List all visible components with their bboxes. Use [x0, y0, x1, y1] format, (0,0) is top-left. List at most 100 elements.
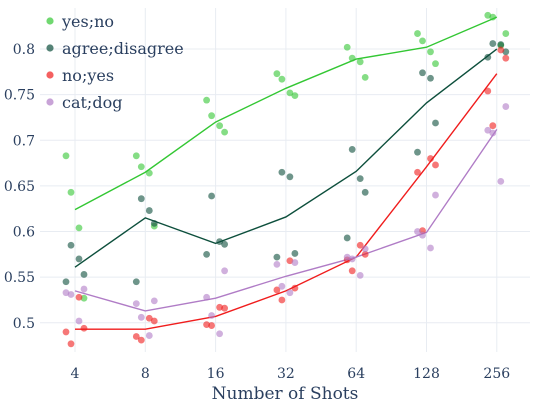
data-point-yes-no	[489, 13, 497, 21]
data-point-agree-disagree	[286, 173, 294, 181]
data-point-cat-dog	[216, 330, 224, 338]
data-point-no-yes	[145, 314, 153, 322]
data-point-agree-disagree	[419, 69, 426, 77]
series-lines	[74, 16, 498, 330]
series-points	[62, 11, 510, 348]
data-point-agree-disagree	[150, 219, 158, 227]
data-point-no-yes	[67, 340, 75, 348]
data-point-cat-dog	[419, 231, 426, 239]
data-point-cat-dog	[273, 261, 281, 268]
y-tick-label: 0.7	[13, 133, 35, 149]
data-point-no-yes	[502, 54, 510, 62]
data-point-agree-disagree	[427, 74, 434, 82]
data-point-cat-dog	[137, 313, 145, 321]
data-point-cat-dog	[356, 271, 364, 279]
x-tick-label: 32	[277, 366, 295, 382]
data-point-no-yes	[221, 304, 229, 312]
data-point-yes-no	[432, 60, 439, 68]
data-point-yes-no	[361, 73, 369, 81]
legend-label-yes-no: yes;no	[61, 12, 114, 31]
data-point-no-yes	[75, 293, 83, 301]
x-tick-label: 128	[413, 366, 440, 382]
data-point-yes-no	[278, 75, 286, 83]
data-point-no-yes	[497, 46, 505, 54]
data-point-agree-disagree	[203, 250, 211, 258]
data-point-agree-disagree	[221, 240, 229, 248]
data-point-yes-no	[75, 224, 83, 232]
data-point-cat-dog	[361, 245, 369, 253]
data-point-yes-no	[137, 163, 145, 171]
x-axis-ticks: 4 8 16 32 64 128 256	[71, 366, 511, 382]
y-tick-label: 0.65	[4, 179, 35, 195]
grid	[40, 8, 530, 352]
data-point-cat-dog	[67, 291, 75, 298]
series-line-agree-disagree	[74, 48, 498, 268]
data-point-cat-dog	[502, 103, 510, 110]
data-point-cat-dog	[432, 191, 439, 199]
x-axis-title: Number of Shots	[212, 384, 359, 404]
x-tick-label: 8	[141, 366, 150, 382]
data-point-yes-no	[286, 89, 294, 97]
data-point-agree-disagree	[75, 255, 83, 263]
data-point-no-yes	[150, 317, 158, 325]
data-point-cat-dog	[489, 129, 497, 137]
y-tick-label: 0.8	[13, 42, 35, 58]
series-line-yes-no	[74, 16, 498, 211]
data-point-cat-dog	[427, 244, 434, 252]
data-point-yes-no	[356, 58, 364, 66]
data-point-cat-dog	[484, 126, 492, 134]
data-point-yes-no	[343, 43, 351, 51]
data-point-agree-disagree	[80, 271, 88, 278]
x-tick-label: 64	[347, 366, 365, 382]
data-point-no-yes	[361, 250, 369, 258]
legend: yes;no agree;disagree no;yes cat;dog	[46, 12, 184, 112]
y-tick-label: 0.75	[4, 88, 35, 104]
data-point-no-yes	[278, 296, 286, 304]
data-point-yes-no	[208, 112, 216, 120]
data-point-agree-disagree	[216, 238, 224, 245]
legend-label-cat-dog: cat;dog	[62, 93, 122, 112]
data-point-agree-disagree	[62, 278, 70, 286]
data-point-yes-no	[67, 188, 75, 196]
legend-label-agree-disagree: agree;disagree	[62, 39, 184, 58]
data-point-cat-dog	[286, 289, 294, 297]
data-point-no-yes	[432, 161, 439, 169]
data-point-no-yes	[348, 267, 356, 275]
data-point-agree-disagree	[361, 188, 369, 196]
x-tick-label: 256	[483, 366, 510, 382]
data-point-yes-no	[502, 30, 510, 37]
data-point-no-yes	[132, 333, 140, 340]
data-point-agree-disagree	[145, 207, 153, 214]
data-point-no-yes	[62, 328, 70, 336]
data-point-cat-dog	[75, 317, 83, 325]
data-point-no-yes	[291, 284, 299, 292]
data-point-cat-dog	[145, 332, 153, 339]
legend-marker-cat-dog	[46, 98, 54, 106]
data-point-cat-dog	[80, 285, 88, 293]
data-point-agree-disagree	[497, 41, 505, 48]
legend-marker-no-yes	[46, 71, 54, 79]
data-point-no-yes	[208, 322, 216, 329]
data-point-yes-no	[427, 48, 434, 56]
data-point-no-yes	[414, 168, 421, 176]
data-point-yes-no	[62, 152, 70, 160]
data-point-no-yes	[273, 286, 281, 294]
data-point-agree-disagree	[484, 53, 492, 61]
data-point-agree-disagree	[432, 119, 439, 127]
data-point-agree-disagree	[356, 175, 364, 183]
data-point-agree-disagree	[137, 195, 145, 203]
data-point-no-yes	[137, 336, 145, 344]
data-point-yes-no	[216, 122, 224, 130]
data-point-agree-disagree	[273, 253, 281, 261]
series-line-cat-dog	[74, 128, 498, 312]
data-point-cat-dog	[150, 297, 158, 305]
data-point-cat-dog	[132, 300, 140, 308]
y-axis-ticks: 0.5 0.55 0.6 0.65 0.7 0.75 0.8	[4, 42, 35, 332]
data-point-agree-disagree	[343, 234, 351, 242]
data-point-yes-no	[132, 152, 140, 160]
data-point-yes-no	[419, 37, 426, 45]
data-point-agree-disagree	[489, 40, 497, 47]
data-point-yes-no	[145, 169, 153, 177]
data-point-cat-dog	[208, 312, 216, 319]
data-point-cat-dog	[221, 267, 229, 275]
